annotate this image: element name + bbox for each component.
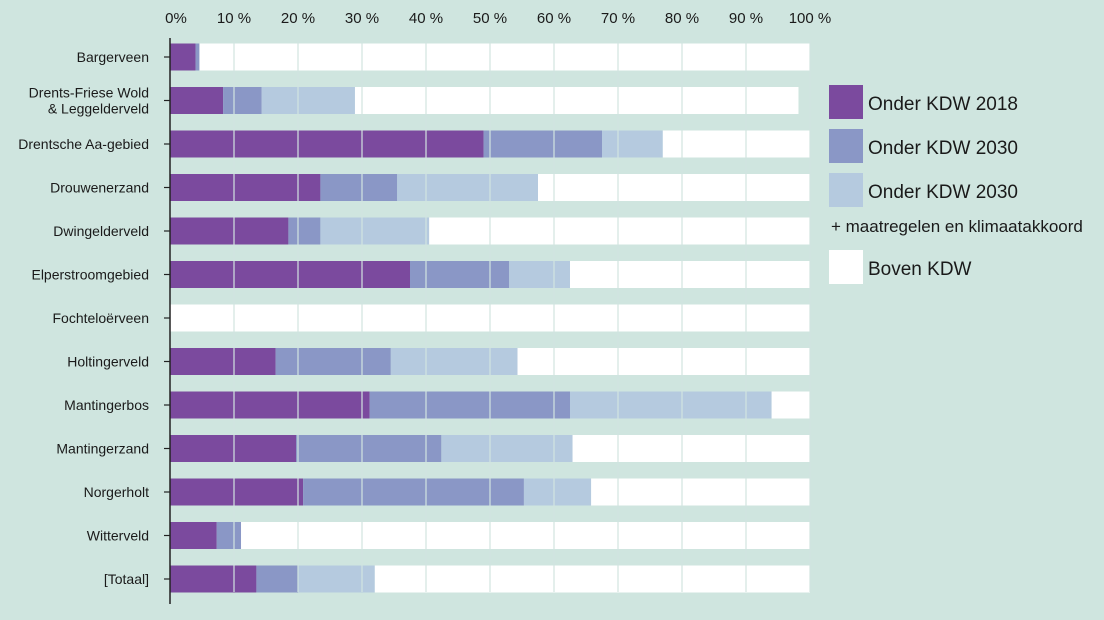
category-labels-layer: Bargerveen Drents-Friese Wold& Leggelderv…	[18, 49, 149, 587]
bar-segment-4	[199, 43, 810, 71]
x-tick-label: 40 %	[409, 10, 443, 27]
bar-segment-3	[397, 174, 538, 201]
bar-segment-1	[170, 478, 304, 506]
legend-label: Boven KDW	[868, 259, 972, 280]
legend-swatch	[829, 250, 863, 284]
bar-segment-3	[390, 348, 518, 375]
bar-segment-3	[523, 478, 592, 506]
bar-segment-2	[303, 478, 524, 506]
bar-segment-3	[570, 391, 772, 419]
category-label: Holtingerveld	[67, 354, 149, 370]
bar-segment-1	[170, 435, 297, 462]
bar-segment-1	[170, 522, 217, 549]
bar-segment-1	[170, 87, 224, 114]
bar-segment-2	[195, 43, 200, 71]
bar-segment-1	[170, 348, 276, 375]
bar-segment-3	[509, 261, 570, 288]
bar-segment-4	[538, 174, 810, 201]
bar-segment-3	[602, 130, 663, 158]
bar-segment-1	[170, 43, 196, 71]
axis-layer	[164, 38, 171, 604]
x-tick-label: 10 %	[217, 10, 251, 27]
bar-segment-2	[216, 522, 242, 549]
legend: Onder KDW 2018 Onder KDW 2030 Onder KDW 20…	[829, 85, 1083, 284]
legend-swatch	[829, 85, 863, 119]
category-label: Mantingerbos	[64, 397, 149, 413]
x-tick-label: 70 %	[601, 10, 635, 27]
bar-segment-3	[298, 565, 375, 593]
category-label: Drouwenerzand	[50, 180, 149, 196]
category-label: Elperstroomgebied	[31, 267, 149, 283]
x-tick-label: 50 %	[473, 10, 507, 27]
bar-segment-1	[170, 261, 410, 288]
bar-segment-3	[320, 217, 430, 245]
bar-segment-3	[441, 435, 573, 462]
bar-segment-4	[374, 565, 810, 593]
bar-segment-2	[410, 261, 510, 288]
bar-segment-2	[288, 217, 321, 245]
legend-label: Onder KDW 2018	[868, 94, 1018, 115]
bar-segment-2	[369, 391, 570, 419]
category-label: Witterveld	[87, 528, 149, 544]
x-tick-label: 20 %	[281, 10, 315, 27]
bar-segment-2	[223, 87, 262, 114]
legend-swatch	[829, 173, 863, 207]
category-label: Bargerveen	[77, 49, 149, 65]
bar-segment-1	[170, 391, 370, 419]
bar-segment-3	[261, 87, 355, 114]
bar-segment-4	[429, 217, 810, 245]
legend-label: Onder KDW 2030	[868, 182, 1018, 203]
bar-segment-4	[662, 130, 810, 158]
bar-segment-2	[296, 435, 442, 462]
legend-swatch	[829, 129, 863, 163]
category-label: Drentsche Aa-gebied	[18, 136, 149, 152]
x-tick-label: 80 %	[665, 10, 699, 27]
gridlines-layer	[233, 40, 811, 592]
category-label: Dwingelderveld	[53, 223, 149, 239]
bar-segment-1	[170, 130, 484, 158]
bars-layer	[170, 43, 811, 593]
bar-segment-1	[170, 565, 257, 593]
legend-note: + maatregelen en klimaatakkoord	[831, 217, 1083, 236]
bar-segment-4	[570, 261, 810, 288]
bar-segment-1	[170, 217, 289, 245]
bar-segment-2	[320, 174, 398, 201]
bar-segment-4	[517, 348, 810, 375]
category-label: Norgerholt	[84, 484, 149, 500]
bar-segment-4	[572, 435, 810, 462]
bar-segment-2	[275, 348, 391, 375]
category-label: [Totaal]	[104, 571, 149, 587]
bar-segment-2	[256, 565, 298, 593]
bar-segment-4	[591, 478, 810, 506]
legend-label: Onder KDW 2030	[868, 138, 1018, 159]
tick-labels-layer: 0% 10 % 20 % 30 % 40 % 50 % 60 % 70 % 80 % 90 % 10…	[165, 10, 831, 27]
x-tick-label: 0%	[165, 10, 187, 27]
category-label: & Leggelderveld	[48, 101, 149, 117]
bar-segment-4	[771, 391, 810, 419]
x-tick-label: 90 %	[729, 10, 763, 27]
bar-segment-1	[170, 174, 321, 201]
bar-segment-4	[354, 87, 799, 114]
bar-segment-2	[483, 130, 602, 158]
x-tick-label: 30 %	[345, 10, 379, 27]
x-tick-label: 60 %	[537, 10, 571, 27]
category-label: Fochteloërveen	[52, 310, 149, 326]
x-tick-label: 100 %	[789, 10, 832, 27]
category-label: Drents-Friese Wold	[29, 85, 149, 101]
category-label: Mantingerzand	[56, 441, 149, 457]
bar-segment-4	[241, 522, 811, 549]
